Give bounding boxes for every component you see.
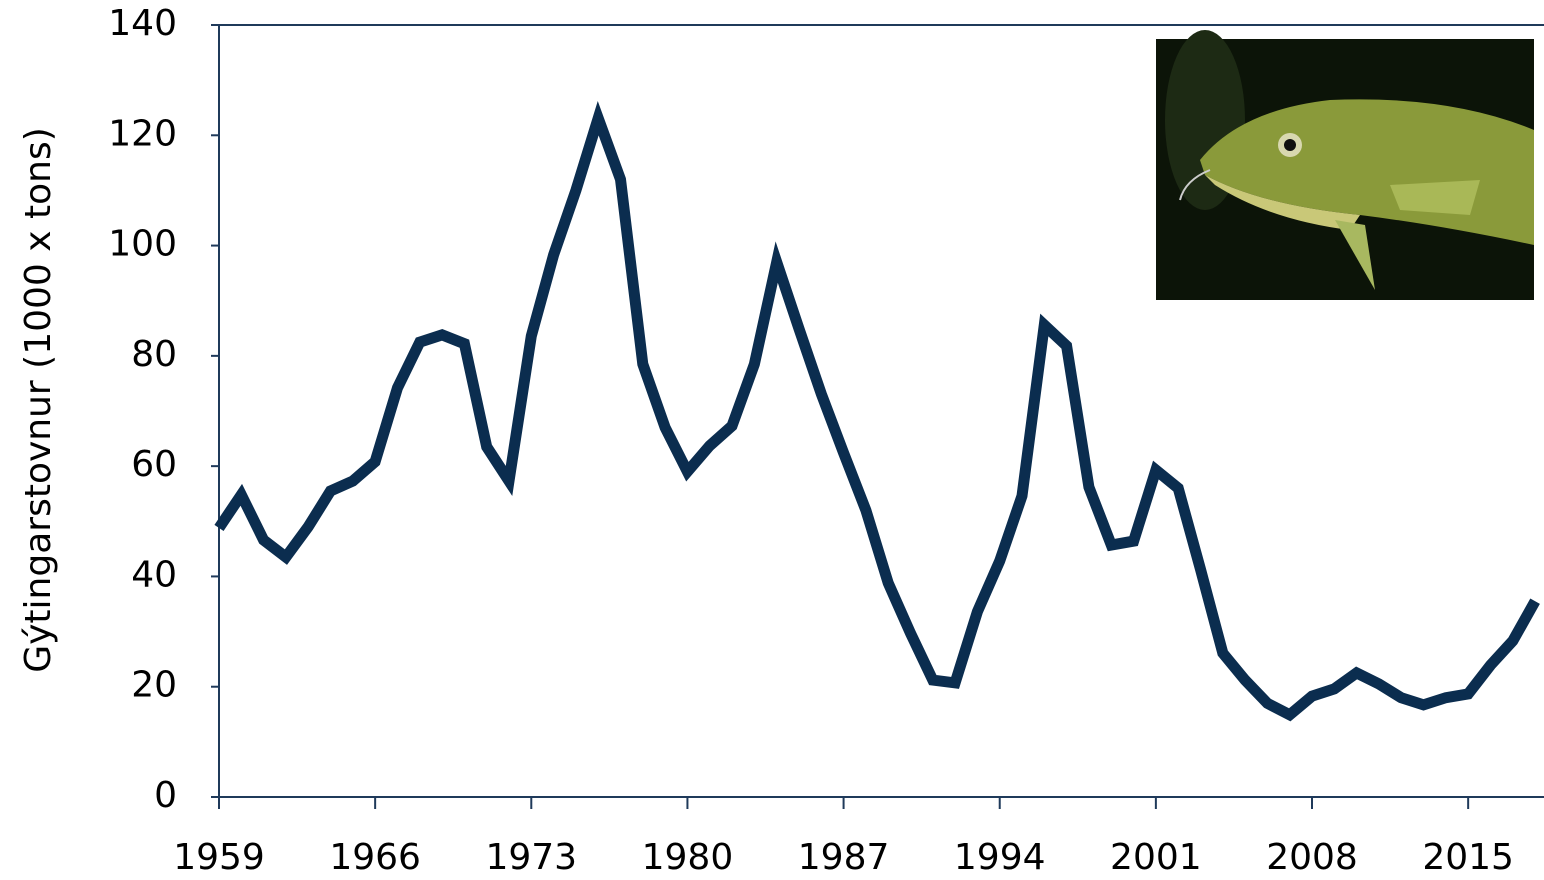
x-tick-label: 1994 [954, 837, 1046, 878]
x-tick-label: 2001 [1110, 837, 1202, 878]
y-tick-label: 20 [131, 665, 177, 706]
x-tick-label: 1966 [329, 837, 421, 878]
y-tick-label: 140 [108, 3, 177, 44]
data-line [214, 100, 1540, 722]
x-tick-label: 2015 [1422, 837, 1514, 878]
y-tick-label: 60 [131, 444, 177, 485]
fish-photo [1156, 30, 1534, 300]
y-tick-label: 100 [108, 224, 177, 265]
x-tick-label: 1980 [642, 837, 734, 878]
y-tick-label: 0 [154, 775, 177, 816]
x-tick-label: 1987 [798, 837, 890, 878]
x-tick-label: 1959 [173, 837, 265, 878]
y-tick-label: 40 [131, 554, 177, 595]
y-axis-title: Gýtingarstovnur (1000 x tons) [18, 127, 59, 673]
x-tick-label: 2008 [1266, 837, 1358, 878]
x-tick-label: 1973 [485, 837, 577, 878]
y-tick-label: 80 [131, 334, 177, 375]
y-tick-label: 120 [108, 113, 177, 154]
